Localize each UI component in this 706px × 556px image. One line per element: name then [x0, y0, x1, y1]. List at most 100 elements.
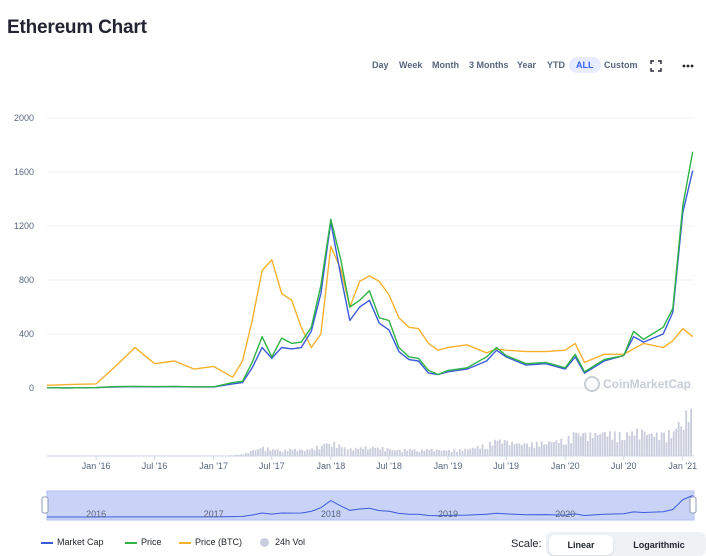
volume-bar: [254, 450, 257, 456]
volume-bar: [655, 432, 658, 456]
y-tick-label: 400: [19, 329, 34, 339]
volume-bar: [638, 439, 641, 456]
volume-bar: [494, 439, 496, 456]
navigator-tick-label: 2016: [86, 509, 106, 519]
more-horizontal-icon[interactable]: [682, 64, 694, 68]
volume-bar: [349, 448, 352, 456]
ethereum-chart[interactable]: 2000 1600 1200 800 400 0 CoinMarketCap Jan '1…: [0, 0, 706, 530]
navigator-right-handle[interactable]: [689, 496, 697, 514]
volume-bar: [408, 449, 411, 456]
volume-bar: [555, 440, 558, 456]
scale-logarithmic-button[interactable]: Logarithmic: [633, 540, 685, 550]
volume-bar: [677, 422, 680, 456]
volume-bar: [453, 449, 456, 456]
volume-bar: [430, 448, 433, 456]
legend-label: Market Cap: [57, 537, 104, 547]
volume-bar: [396, 449, 399, 456]
volume-bar: [461, 450, 464, 456]
legend-swatch: [179, 542, 191, 544]
volume-bar: [489, 441, 491, 456]
volume-bar: [582, 433, 584, 456]
navigator-series: [47, 495, 693, 518]
volume-bar: [346, 449, 349, 456]
volume-bar: [323, 443, 326, 456]
volume-bar: [374, 447, 377, 456]
volume-bar: [685, 410, 688, 456]
volume-bar: [660, 432, 663, 456]
volume-bar: [303, 451, 306, 456]
volume-bar: [690, 408, 693, 456]
volume-bar: [269, 450, 272, 456]
volume-bar: [665, 442, 668, 456]
navigator-left-handle[interactable]: [41, 496, 49, 514]
range-navigator[interactable]: 2016 2017 2018 2019 2020: [41, 490, 697, 521]
volume-bar: [589, 432, 592, 456]
volume-bar: [570, 443, 573, 456]
range-3months-button[interactable]: 3 Months: [469, 60, 509, 70]
volume-bar: [663, 432, 665, 456]
expand-icon[interactable]: [650, 60, 662, 72]
volume-bar: [491, 445, 494, 456]
volume-bar: [335, 447, 338, 456]
volume-bar: [388, 449, 391, 456]
volume-bar: [516, 443, 518, 456]
scale-linear-button[interactable]: Linear: [549, 535, 613, 555]
volume-bar: [653, 436, 656, 456]
volume-bar: [423, 450, 426, 456]
volume-bar: [458, 448, 461, 456]
volume-bar: [496, 440, 499, 456]
volume-bar: [533, 448, 536, 456]
x-tick-label: Jan '18: [316, 461, 345, 471]
volume-bar: [530, 442, 533, 456]
volume-bar: [535, 441, 538, 456]
range-year-button[interactable]: Year: [517, 60, 537, 70]
volume-bar: [450, 452, 453, 456]
volume-bar: [501, 443, 504, 456]
y-tick-label: 1200: [14, 221, 34, 231]
volume-bar: [330, 446, 333, 456]
volume-bar: [433, 451, 436, 456]
volume-bar: [354, 447, 357, 456]
volume-bar: [259, 448, 262, 456]
volume-bar: [294, 448, 296, 456]
x-tick-label: Jan '19: [434, 461, 463, 471]
volume-bar: [296, 451, 299, 456]
volume-bar: [518, 443, 521, 456]
volume-bar: [476, 445, 479, 456]
x-tick-label: Jul '16: [142, 461, 168, 471]
volume-bar: [313, 450, 316, 456]
volume-bar: [521, 445, 523, 456]
volume-bar: [479, 448, 482, 456]
volume-bar: [379, 449, 382, 456]
volume-bar: [675, 428, 678, 456]
range-week-button[interactable]: Week: [399, 60, 423, 70]
legend-swatch: [260, 538, 269, 547]
grid-lines: [47, 117, 694, 389]
volume-bar: [406, 450, 409, 456]
volume-bar: [289, 448, 291, 456]
volume-bar: [616, 442, 619, 456]
volume-bar: [643, 431, 646, 456]
volume-bar: [596, 435, 599, 456]
range-all-button[interactable]: ALL: [569, 57, 601, 73]
volume-bar: [298, 449, 301, 456]
volume-bar: [599, 434, 601, 456]
volume-bar: [413, 449, 416, 456]
volume-bar: [577, 433, 580, 456]
range-month-button[interactable]: Month: [432, 60, 459, 70]
volume-bar: [398, 449, 401, 456]
volume-bar: [621, 439, 624, 456]
volume-bar: [325, 443, 328, 456]
volume-bar: [486, 448, 489, 456]
volume-bar: [384, 451, 386, 456]
range-ytd-button[interactable]: YTD: [547, 60, 565, 70]
volume-bar: [252, 450, 254, 456]
range-custom-button[interactable]: Custom: [604, 60, 638, 70]
volume-bar: [567, 435, 570, 456]
time-range-toolbar: Day Week Month 3 Months Year YTD ALL Cus…: [0, 57, 706, 76]
legend-label: Price: [141, 537, 162, 547]
volume-bar: [242, 454, 245, 456]
volume-bar: [633, 435, 636, 456]
volume-bar: [445, 450, 448, 456]
range-day-button[interactable]: Day: [372, 60, 389, 70]
